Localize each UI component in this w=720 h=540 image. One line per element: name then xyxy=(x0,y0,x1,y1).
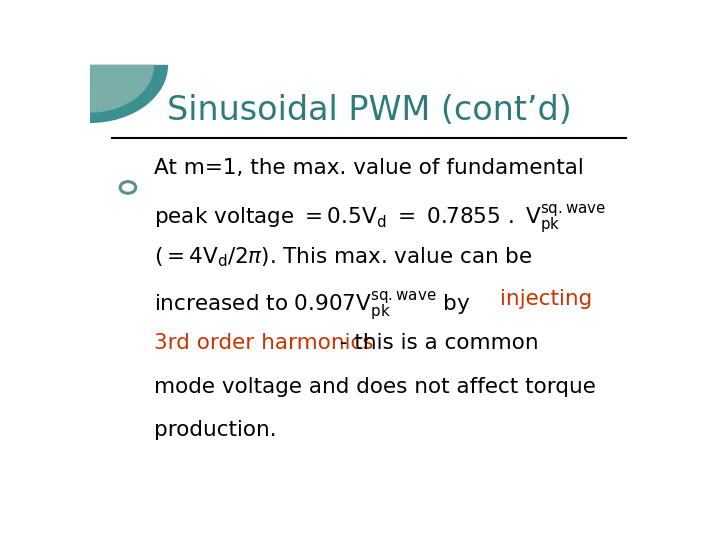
Text: Sinusoidal PWM (cont’d): Sinusoidal PWM (cont’d) xyxy=(166,94,572,127)
Text: increased to $0.907\mathrm{V_{pk}^{sq.wave}}$ by: increased to $0.907\mathrm{V_{pk}^{sq.wa… xyxy=(154,289,472,323)
Text: injecting: injecting xyxy=(500,289,593,309)
Text: - this is a common: - this is a common xyxy=(333,333,539,353)
Text: 3rd order harmonics: 3rd order harmonics xyxy=(154,333,374,353)
Wedge shape xyxy=(90,65,168,123)
Wedge shape xyxy=(90,65,154,113)
Text: $(=4\mathrm{V_d}/2\pi)$. This max. value can be: $(=4\mathrm{V_d}/2\pi)$. This max. value… xyxy=(154,246,533,269)
Text: At m=1, the max. value of fundamental: At m=1, the max. value of fundamental xyxy=(154,158,584,178)
Text: peak voltage $=0.5\mathrm{V_d}\ =\ 0.7855\ .\ \mathrm{V_{pk}^{sq.wave}}$: peak voltage $=0.5\mathrm{V_d}\ =\ 0.785… xyxy=(154,202,606,235)
Text: production.: production. xyxy=(154,420,276,440)
Text: mode voltage and does not affect torque: mode voltage and does not affect torque xyxy=(154,377,596,397)
